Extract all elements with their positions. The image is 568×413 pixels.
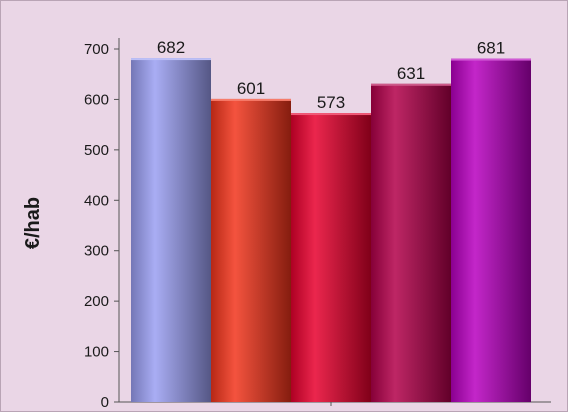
y-tick-label: 300 <box>84 243 109 260</box>
y-tick-label: 500 <box>84 142 109 159</box>
y-axis: 0 100 200 300 400 500 600 700 <box>84 38 120 411</box>
bar-top-highlight <box>131 58 211 61</box>
y-tick-label: 200 <box>84 293 109 310</box>
bar-top-highlight <box>291 113 371 116</box>
bar <box>371 83 451 402</box>
y-tick-label: 0 <box>101 394 109 411</box>
y-axis-title: €/hab <box>22 197 44 249</box>
data-label: 601 <box>237 79 265 98</box>
data-label: 631 <box>397 64 425 83</box>
data-labels: 682 601 573 631 681 <box>157 38 505 112</box>
bar <box>131 58 211 402</box>
y-tick-label: 700 <box>84 41 109 58</box>
y-tick-label: 100 <box>84 344 109 361</box>
data-label: 573 <box>317 93 345 112</box>
y-tick-label: 600 <box>84 91 109 108</box>
x-axis <box>119 401 551 406</box>
bars <box>131 58 531 403</box>
data-label: 681 <box>477 39 505 58</box>
bar-top-highlight <box>451 58 531 61</box>
bar <box>291 113 371 403</box>
bar <box>211 98 291 402</box>
y-tick-label: 400 <box>84 192 109 209</box>
bar-top-highlight <box>371 83 451 86</box>
data-label: 682 <box>157 38 185 57</box>
bar <box>451 58 531 403</box>
bar-top-highlight <box>211 98 291 101</box>
